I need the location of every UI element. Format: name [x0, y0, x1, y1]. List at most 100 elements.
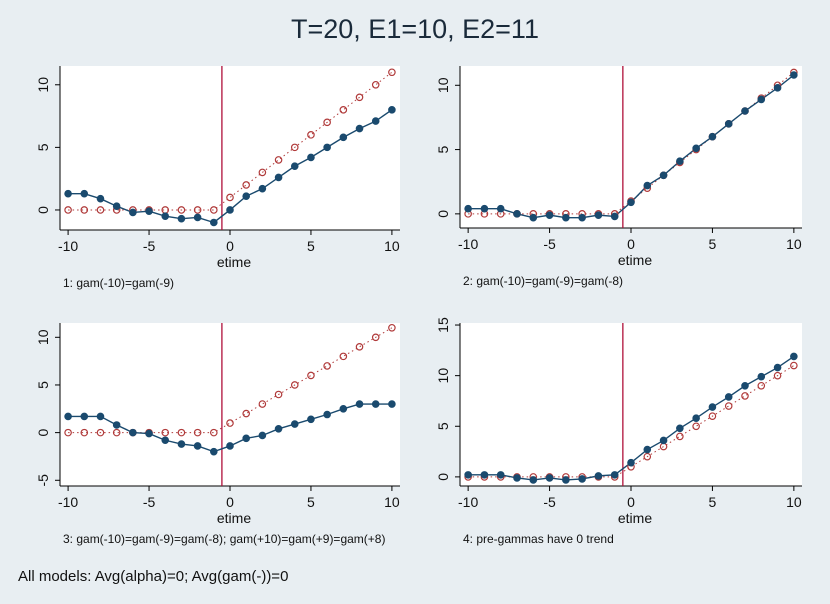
estimate-point	[290, 420, 299, 428]
truth-point	[355, 343, 364, 351]
truth-point	[388, 323, 396, 332]
estimate-point	[741, 107, 749, 115]
truth-point	[274, 390, 283, 399]
estimate-point	[80, 189, 89, 198]
y-tick-label: 10	[435, 368, 451, 384]
panel-caption: 4: pre-gammas have 0 trend	[463, 532, 614, 546]
figure-title: T=20, E1=10, E2=11	[291, 14, 539, 44]
truth-point	[226, 419, 234, 427]
estimate-point	[757, 95, 766, 104]
y-tick-label: -5	[35, 474, 51, 487]
x-tick-label: 5	[709, 236, 717, 252]
truth-point	[64, 428, 72, 437]
y-tick-label: 10	[35, 329, 51, 345]
x-tick-label: 10	[786, 236, 802, 252]
x-tick-label: 5	[307, 494, 315, 510]
x-tick-label: -5	[543, 494, 556, 510]
x-tick-label: 5	[709, 494, 717, 510]
estimate-point	[339, 404, 348, 413]
truth-point	[193, 206, 202, 214]
estimate-point	[496, 471, 505, 479]
truth-point	[339, 106, 348, 114]
x-tick-label: 0	[627, 494, 635, 510]
estimate-point	[529, 213, 538, 222]
truth-point	[724, 402, 733, 410]
truth-point	[177, 206, 186, 214]
plot-area	[60, 66, 400, 230]
estimate-point	[371, 400, 380, 408]
x-axis-title: etime	[217, 254, 251, 270]
estimate-point	[161, 212, 170, 221]
estimate-point	[610, 212, 619, 221]
truth-point	[323, 362, 331, 370]
estimate-point	[708, 403, 717, 411]
estimate-point	[290, 162, 299, 170]
x-tick-label: -10	[58, 238, 78, 254]
x-tick-label: -10	[58, 494, 78, 510]
truth-point	[708, 412, 717, 420]
truth-point	[307, 131, 315, 139]
panel-3: -10 -5 0 5 10 -5 0 5 10 etime 3: gam(-10)=gam(-9)=…	[35, 323, 400, 546]
truth-point	[307, 371, 315, 380]
figure-footnote: All models: Avg(alpha)=0; Avg(gam(-))=0	[18, 568, 289, 585]
x-tick-label: -5	[143, 238, 156, 254]
x-tick-label: -10	[458, 494, 478, 510]
estimate-point	[676, 424, 684, 433]
estimate-point	[594, 472, 603, 480]
estimate-point	[339, 133, 348, 142]
truth-point	[242, 409, 250, 418]
estimate-point	[724, 120, 733, 128]
estimate-point	[323, 143, 331, 152]
estimate-point	[64, 412, 72, 421]
truth-point	[355, 93, 364, 102]
estimate-point	[480, 471, 489, 479]
estimate-point	[757, 372, 766, 381]
x-tick-label: 10	[384, 494, 400, 510]
panel-4: -10 -5 0 5 10 0 5 10 15 etime 4: pre-gammas have 0…	[435, 317, 802, 546]
estimate-point	[355, 124, 364, 133]
truth-point	[258, 168, 267, 177]
plot-area	[460, 323, 802, 486]
truth-line	[68, 71, 393, 211]
estimate-point	[258, 184, 267, 193]
truth-point	[790, 361, 798, 370]
truth-point	[773, 371, 782, 380]
x-tick-label: -5	[143, 494, 156, 510]
estimate-point	[545, 474, 554, 482]
estimate-point	[226, 206, 234, 214]
x-tick-label: -10	[458, 236, 478, 252]
truth-point	[643, 452, 652, 461]
estimate-point	[562, 476, 570, 484]
estimate-point	[355, 400, 364, 408]
estimate-point	[578, 475, 586, 483]
estimate-point	[96, 412, 105, 421]
estimate-point	[578, 213, 586, 222]
estimate-point	[64, 189, 72, 198]
x-axis-title: etime	[618, 252, 652, 268]
x-tick-label: 0	[627, 236, 635, 252]
y-tick-label: 10	[435, 77, 451, 93]
estimate-point	[659, 436, 668, 445]
truth-point	[388, 68, 396, 77]
x-axis-title: etime	[618, 510, 652, 526]
truth-point	[112, 428, 121, 437]
y-tick-label: 0	[435, 473, 451, 481]
estimate-point	[513, 210, 521, 218]
estimate-point	[464, 471, 472, 479]
y-tick-label: 5	[435, 422, 451, 430]
y-tick-label: 15	[435, 317, 451, 333]
panel-caption: 3: gam(-10)=gam(-9)=gam(-8); gam(+10)=ga…	[63, 532, 385, 546]
estimate-point	[643, 181, 652, 190]
estimate-point	[545, 211, 554, 219]
estimate-point	[676, 157, 684, 165]
estimate-point	[692, 144, 700, 153]
estimate-point	[258, 431, 267, 440]
estimate-point	[388, 400, 396, 408]
estimate-point	[112, 202, 121, 211]
estimate-point	[129, 208, 137, 217]
x-tick-label: 10	[384, 238, 400, 254]
panel-1: -10 -5 0 5 10 0 5 10 etime 1: gam(-10)=gam(-9)	[35, 66, 400, 290]
estimate-point	[274, 425, 283, 433]
estimate-point	[562, 213, 570, 222]
